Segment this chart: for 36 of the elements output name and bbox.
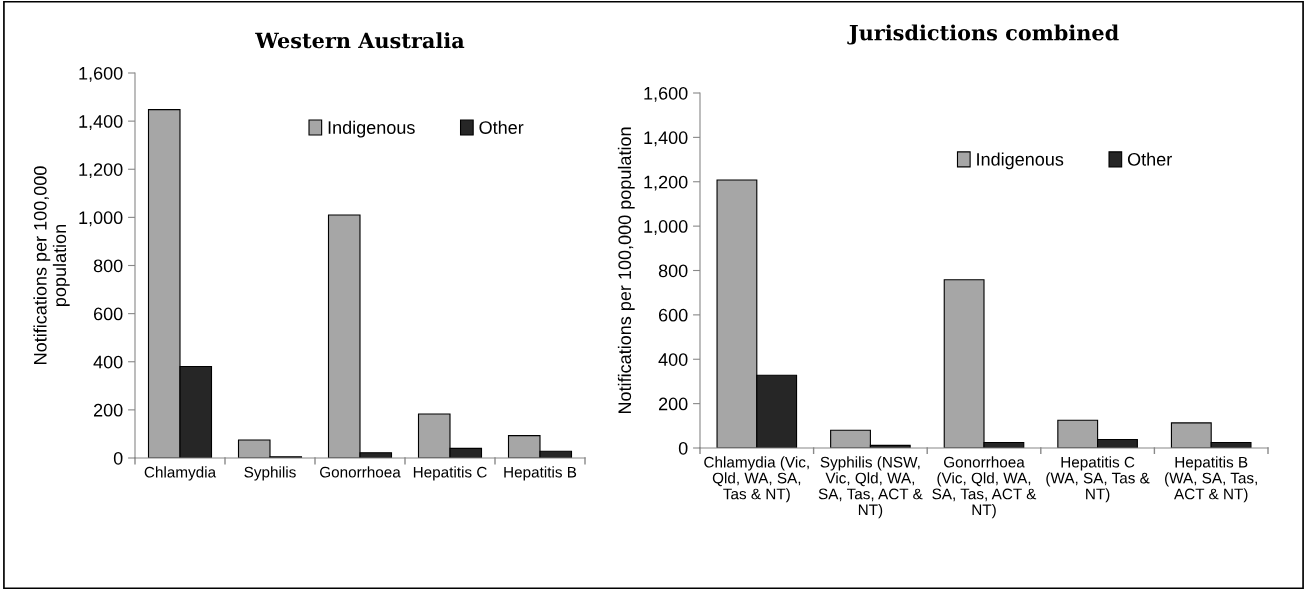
x-tick-label: Hepatitis C (WA, SA, Tas & NT) <box>1046 456 1150 503</box>
x-tick-label: Chlamydia (Vic, Qld, WA, SA, Tas & NT) <box>704 456 809 503</box>
y-tick-label: 0 <box>678 441 688 455</box>
x-tick-label: Chlamydia <box>144 466 217 481</box>
y-tick-label: 800 <box>658 264 688 278</box>
x-tick-label: Hepatitis B (WA, SA, Tas, ACT & NT) <box>1165 456 1257 503</box>
x-tick-label: Syphilis <box>244 466 296 481</box>
y-tick-label: 1,200 <box>644 175 688 191</box>
legend-label: Indigenous <box>328 120 415 138</box>
chart-title: Jurisdictions combined <box>847 24 1119 45</box>
y-tick-label: 400 <box>658 353 688 366</box>
y-tick-label: 600 <box>93 307 123 321</box>
x-tick-label: Hepatitis B <box>504 466 577 481</box>
y-tick-label: 1,600 <box>79 66 123 82</box>
y-tick-label: 1,000 <box>644 220 688 235</box>
legend-label: Other <box>479 120 524 134</box>
x-tick-label: Syphilis (NSW, Vic, Qld, WA, SA, Tas, ACT & NT) <box>818 456 923 519</box>
legend-label: Indigenous <box>977 152 1064 170</box>
y-tick-label: 400 <box>93 355 123 369</box>
x-tick-label: Gonorrhoea <box>320 466 401 478</box>
y-tick-label: 800 <box>93 259 123 273</box>
legend-label: Other <box>1127 152 1172 166</box>
y-axis-title: Notifications per 100,000 population <box>617 127 635 414</box>
x-tick-label: Gonorrhoea (Vic, Qld, WA, SA, Tas, ACT & NT) <box>932 456 1037 519</box>
chart-title: Western Australia <box>255 32 465 49</box>
y-tick-label: 1,000 <box>79 211 123 227</box>
x-tick-label: Hepatitis C <box>413 466 487 481</box>
y-axis-title: Notifications per 100,000 population <box>33 166 70 364</box>
y-tick-label: 1,400 <box>644 131 688 147</box>
y-tick-label: 200 <box>658 397 688 411</box>
y-tick-label: 200 <box>93 403 123 417</box>
y-tick-label: 600 <box>658 308 688 322</box>
y-tick-label: 1,200 <box>79 163 123 179</box>
y-tick-label: 1,600 <box>644 86 688 102</box>
y-tick-label: 1,400 <box>79 115 123 130</box>
y-tick-label: 0 <box>113 451 123 465</box>
